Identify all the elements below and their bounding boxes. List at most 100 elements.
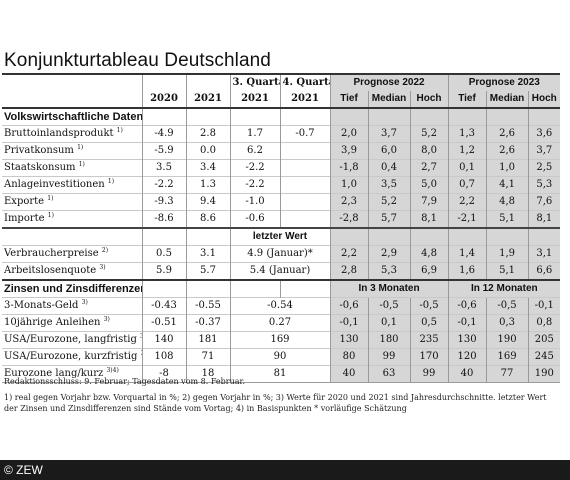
forecast-cell: 4,8: [409, 245, 449, 263]
table-cell: [141, 279, 186, 298]
forecast-cell: 3,1: [527, 245, 561, 263]
header-letzter-wert: letzter Wert: [229, 227, 330, 246]
forecast-cell: 8,1: [409, 210, 449, 228]
row-label-text: 3-Monats-Geld: [4, 300, 79, 311]
forecast-cell: 1,3: [447, 125, 487, 143]
footnote-marker: 3)4): [141, 350, 142, 357]
header-sub: Hoch: [409, 91, 449, 108]
table-row: 10jährige Anleihen 3) -0.51 -0.37 0.27 -0,1 0…: [2, 314, 561, 332]
table-row: Anlageinvestitionen 1) -2.2 1.3 -2.2 1,0 3,5 5…: [2, 176, 561, 194]
forecast-cell: 3,6: [527, 125, 561, 143]
last-value-cell: 81: [229, 365, 330, 383]
table-row: letzter Wert: [2, 227, 561, 246]
value-cell: -9.3: [141, 193, 186, 211]
forecast-cell: 0,7: [447, 176, 487, 194]
header-blank: [2, 73, 142, 91]
table-cell: [367, 107, 410, 126]
header-blank: [185, 73, 230, 91]
value-cell: -2.2: [141, 176, 186, 194]
row-label: USA/Eurozone, langfristig 3)4): [2, 331, 142, 349]
forecast-cell: 5,3: [367, 262, 410, 280]
header-prognose-2022: Prognose 2022: [329, 73, 449, 91]
forecast-cell: 2,5: [527, 159, 561, 177]
row-label: Arbeitslosenquote 3): [2, 262, 142, 280]
value-cell: 108: [141, 348, 186, 366]
forecast-cell: -0,5: [367, 297, 410, 315]
forecast-cell: 7,9: [409, 193, 449, 211]
forecast-cell: 180: [367, 331, 410, 349]
row-label-text: USA/Eurozone, langfristig: [4, 334, 137, 345]
header-year: 2021: [279, 91, 330, 108]
value-cell: 140: [141, 331, 186, 349]
forecast-cell: 3,7: [367, 125, 410, 143]
table-cell: [229, 107, 280, 126]
footnote-marker: 3): [103, 316, 110, 323]
konjunktur-table: 3. Quartal4. QuartalPrognose 2022Prognos…: [2, 73, 561, 383]
footnote-marker: 3)4): [140, 333, 142, 340]
value-cell: [279, 159, 330, 177]
header-year: 2020: [141, 91, 186, 108]
value-cell: 1.3: [185, 176, 230, 194]
copyright-footer: © ZEW: [0, 460, 570, 480]
row-label: Bruttoinlandsprodukt 1): [2, 125, 142, 143]
forecast-cell: 2,3: [329, 193, 368, 211]
header-sub: Median: [367, 91, 410, 108]
forecast-cell: 1,6: [447, 262, 487, 280]
forecast-cell: 170: [409, 348, 449, 366]
forecast-cell: -2,1: [447, 210, 487, 228]
forecast-cell: 4,8: [485, 193, 529, 211]
row-label: Eurozone lang/kurz 3)4): [2, 365, 142, 383]
header-in-12-monaten: In 12 Monaten: [447, 279, 561, 298]
table-cell: [409, 227, 449, 246]
table-cell: [409, 107, 449, 126]
header-prognose-2023: Prognose 2023: [447, 73, 561, 91]
header-sub: Hoch: [527, 91, 561, 108]
value-cell: 3.1: [185, 245, 230, 263]
forecast-cell: 0,3: [485, 314, 529, 332]
table-row: Importe 1) -8.6 8.6 -0.6 -2,8 5,7 8,1 -2,1 5,1 8,…: [2, 210, 561, 228]
value-cell: -8: [141, 365, 186, 383]
forecast-cell: 99: [409, 365, 449, 383]
forecast-cell: -2,8: [329, 210, 368, 228]
forecast-cell: -0,5: [485, 297, 529, 315]
table-cell: [329, 107, 368, 126]
table-cell: [527, 107, 561, 126]
table-cell: [229, 279, 280, 298]
forecast-cell: 0,1: [367, 314, 410, 332]
table-row: Eurozone lang/kurz 3)4) -8 18 81 40 63 99 40 77 1…: [2, 365, 561, 383]
forecast-cell: -0,1: [329, 314, 368, 332]
value-cell: -0.7: [279, 125, 330, 143]
forecast-cell: 5,7: [367, 210, 410, 228]
last-value-cell: 169: [229, 331, 330, 349]
header-sub: Tief: [329, 91, 368, 108]
header-blank: [141, 73, 186, 91]
row-label: Exporte 1): [2, 193, 142, 211]
table-cell: [279, 279, 330, 298]
value-cell: -0.6: [229, 210, 280, 228]
header-blank: [185, 227, 230, 246]
value-cell: 181: [185, 331, 230, 349]
value-cell: 3.5: [141, 159, 186, 177]
forecast-cell: 5,3: [527, 176, 561, 194]
row-label: 3-Monats-Geld 3): [2, 297, 142, 315]
footnote-marker: 1): [78, 161, 85, 168]
forecast-cell: -1,8: [329, 159, 368, 177]
forecast-cell: 40: [329, 365, 368, 383]
forecast-cell: 2,2: [447, 193, 487, 211]
table-cell: [329, 227, 368, 246]
row-label-text: Exporte: [4, 196, 45, 207]
forecast-cell: 6,9: [409, 262, 449, 280]
table-row: Privatkonsum 1) -5.9 0.0 6.2 3,9 6,0 8,0 1,2 2,6…: [2, 142, 561, 160]
table-row: 2020 2021 2021 2021 Tief Median Hoch Tief Median…: [2, 91, 561, 108]
value-cell: -0.43: [141, 297, 186, 315]
row-label: 10jährige Anleihen 3): [2, 314, 142, 332]
table-cell: [485, 227, 529, 246]
forecast-cell: 6,6: [527, 262, 561, 280]
footnote-marker: 3): [81, 299, 88, 306]
forecast-cell: 5,1: [485, 262, 529, 280]
value-cell: -1.0: [229, 193, 280, 211]
forecast-cell: 190: [485, 331, 529, 349]
section-title-zinsen: Zinsen und Zinsdifferenzen: [2, 279, 142, 298]
footnote-marker: 1): [47, 212, 54, 219]
last-value-cell: 0.27: [229, 314, 330, 332]
